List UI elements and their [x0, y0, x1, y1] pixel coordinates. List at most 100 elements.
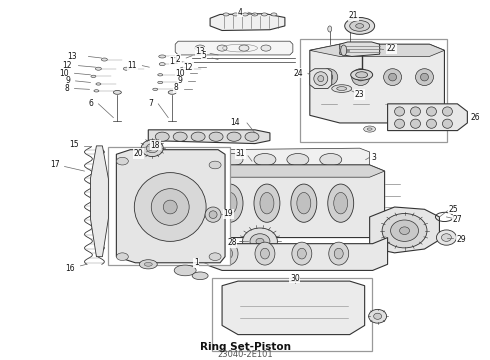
Ellipse shape [411, 119, 420, 128]
Ellipse shape [356, 72, 368, 78]
Polygon shape [388, 104, 467, 131]
Ellipse shape [442, 119, 452, 128]
Ellipse shape [245, 132, 259, 141]
Ellipse shape [320, 153, 342, 166]
Ellipse shape [221, 153, 243, 166]
Ellipse shape [153, 88, 158, 90]
Ellipse shape [292, 242, 312, 265]
Ellipse shape [163, 200, 177, 214]
Ellipse shape [254, 184, 280, 222]
Ellipse shape [382, 213, 427, 248]
Text: 26: 26 [470, 113, 480, 122]
Bar [108, 147, 230, 265]
Ellipse shape [391, 220, 418, 242]
Ellipse shape [287, 153, 309, 166]
Text: 24: 24 [293, 69, 303, 78]
Ellipse shape [399, 227, 410, 234]
Ellipse shape [426, 119, 437, 128]
Ellipse shape [155, 132, 169, 141]
Ellipse shape [356, 24, 364, 28]
Text: 11: 11 [127, 61, 137, 70]
Ellipse shape [348, 26, 352, 32]
Ellipse shape [191, 132, 205, 141]
Text: 20: 20 [133, 149, 143, 158]
Ellipse shape [209, 211, 217, 219]
Text: 15: 15 [70, 140, 79, 149]
Ellipse shape [394, 119, 405, 128]
Ellipse shape [147, 144, 158, 153]
Ellipse shape [209, 253, 221, 261]
Text: 9: 9 [178, 76, 183, 85]
Text: 19: 19 [223, 210, 233, 219]
Text: 31: 31 [235, 149, 245, 158]
Text: 16: 16 [66, 264, 75, 273]
Text: 25: 25 [449, 205, 458, 214]
Polygon shape [310, 44, 444, 123]
Ellipse shape [96, 67, 101, 70]
Text: 22: 22 [387, 44, 396, 53]
Ellipse shape [227, 132, 241, 141]
Ellipse shape [341, 45, 347, 56]
Polygon shape [205, 238, 388, 270]
Ellipse shape [337, 87, 347, 90]
Ellipse shape [437, 230, 456, 245]
Ellipse shape [96, 83, 101, 85]
Ellipse shape [297, 193, 311, 214]
Ellipse shape [139, 260, 157, 269]
Text: 13: 13 [68, 52, 77, 61]
Text: 13: 13 [196, 48, 205, 57]
Polygon shape [205, 165, 385, 238]
Ellipse shape [334, 193, 348, 214]
Ellipse shape [223, 248, 233, 259]
Ellipse shape [320, 69, 338, 86]
Text: 2: 2 [176, 55, 180, 64]
Bar [212, 278, 371, 351]
Ellipse shape [261, 13, 268, 16]
Ellipse shape [255, 242, 275, 265]
Ellipse shape [368, 309, 387, 323]
Ellipse shape [209, 132, 223, 141]
Ellipse shape [367, 128, 372, 130]
Text: Ring Set-Piston: Ring Set-Piston [199, 342, 291, 352]
Ellipse shape [256, 238, 264, 244]
Ellipse shape [374, 313, 382, 319]
Ellipse shape [271, 13, 277, 16]
Ellipse shape [223, 193, 237, 214]
Ellipse shape [209, 161, 221, 169]
Ellipse shape [420, 73, 428, 81]
Ellipse shape [350, 21, 369, 31]
Ellipse shape [291, 184, 317, 222]
Text: 10: 10 [175, 69, 185, 78]
Text: 23040-2E101: 23040-2E101 [217, 350, 273, 359]
Polygon shape [148, 130, 270, 144]
Ellipse shape [168, 90, 176, 94]
Text: 21: 21 [349, 12, 359, 21]
Polygon shape [340, 42, 380, 57]
Ellipse shape [94, 90, 99, 92]
Ellipse shape [389, 73, 396, 81]
Text: 4: 4 [238, 8, 243, 17]
Text: 11: 11 [170, 57, 179, 66]
Ellipse shape [243, 228, 277, 255]
Ellipse shape [192, 272, 208, 280]
Ellipse shape [217, 184, 243, 222]
Ellipse shape [329, 242, 349, 265]
Ellipse shape [174, 265, 196, 276]
Ellipse shape [173, 132, 187, 141]
Ellipse shape [352, 69, 369, 86]
Text: 8: 8 [174, 83, 178, 92]
Polygon shape [91, 146, 108, 257]
Ellipse shape [113, 90, 122, 94]
Ellipse shape [218, 242, 238, 265]
Ellipse shape [101, 58, 107, 61]
Ellipse shape [252, 13, 258, 16]
Polygon shape [369, 207, 440, 253]
Polygon shape [205, 165, 385, 177]
Ellipse shape [328, 184, 354, 222]
Ellipse shape [158, 81, 163, 84]
Text: 12: 12 [62, 61, 71, 70]
Ellipse shape [416, 69, 434, 86]
Text: 23: 23 [355, 90, 365, 99]
Polygon shape [210, 148, 369, 170]
Polygon shape [116, 150, 225, 263]
